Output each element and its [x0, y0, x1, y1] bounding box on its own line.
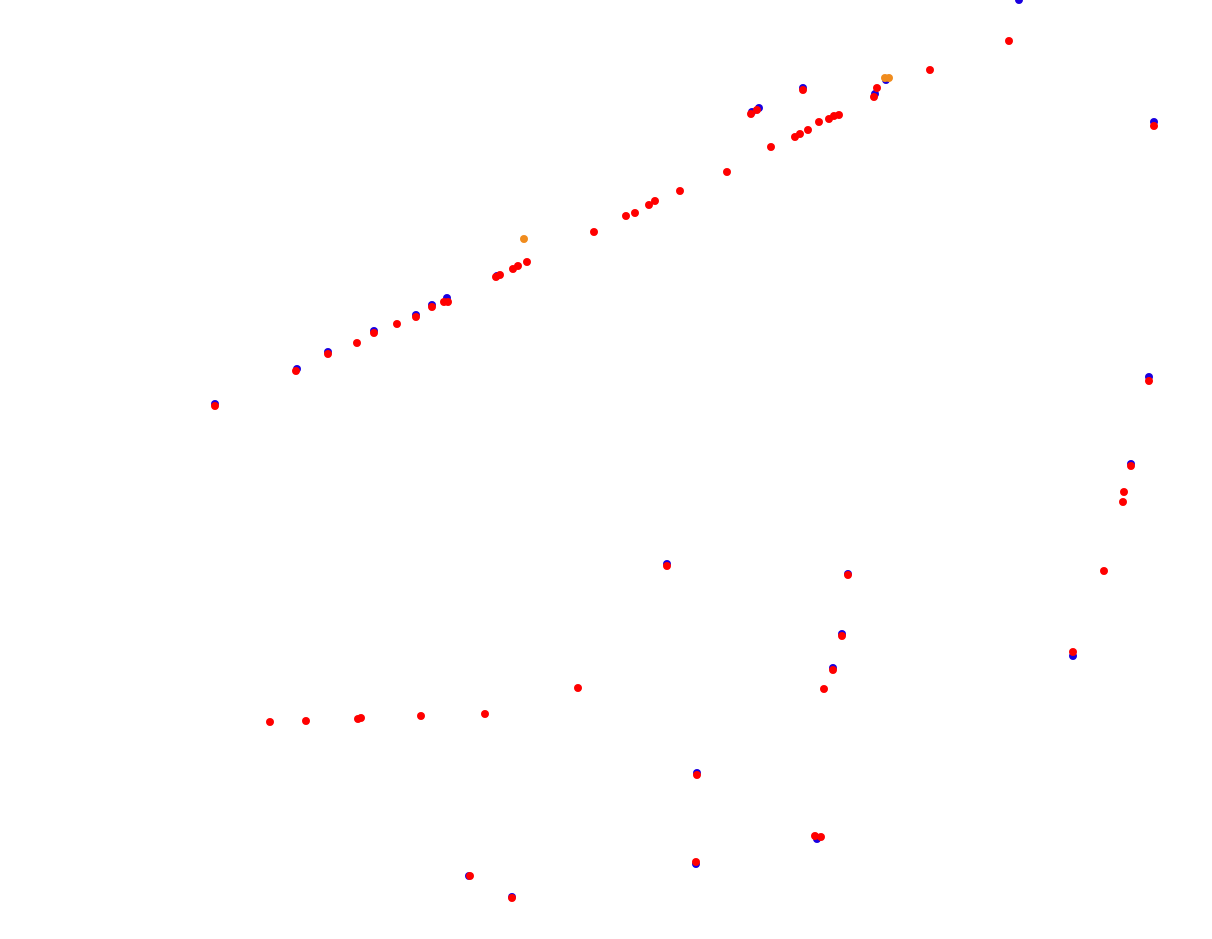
point [767, 143, 775, 151]
point [622, 212, 630, 220]
point [926, 66, 934, 74]
point [574, 684, 582, 692]
point [481, 710, 489, 718]
point [508, 894, 516, 902]
point [1145, 377, 1153, 385]
point [815, 118, 823, 126]
point [631, 209, 639, 217]
point [1015, 0, 1023, 4]
point [466, 872, 474, 880]
point [829, 666, 837, 674]
point [444, 298, 452, 306]
point [523, 258, 531, 266]
point [496, 271, 504, 279]
point [676, 187, 684, 195]
point [838, 632, 846, 640]
point [817, 833, 825, 841]
point [835, 111, 843, 119]
point [723, 168, 731, 176]
point [753, 106, 761, 114]
point [820, 685, 828, 693]
point [663, 562, 671, 570]
point [266, 718, 274, 726]
point [412, 313, 420, 321]
point [1150, 122, 1158, 130]
point [417, 712, 425, 720]
point [302, 717, 310, 725]
point [354, 715, 362, 723]
point [796, 130, 804, 138]
point [370, 329, 378, 337]
point [1069, 648, 1077, 656]
point [211, 402, 219, 410]
point [514, 262, 522, 270]
point [692, 858, 700, 866]
point [651, 197, 659, 205]
point [844, 571, 852, 579]
point [811, 832, 819, 840]
point [870, 93, 878, 101]
point [393, 320, 401, 328]
point [1127, 462, 1135, 470]
point [1119, 498, 1127, 506]
point [804, 126, 812, 134]
point [428, 303, 436, 311]
point [799, 86, 807, 94]
point [1005, 37, 1013, 45]
point [590, 228, 598, 236]
point [1120, 488, 1128, 496]
point [292, 367, 300, 375]
point [645, 201, 653, 209]
point [520, 235, 528, 243]
point [747, 110, 755, 118]
point [353, 339, 361, 347]
point [693, 771, 701, 779]
point [324, 350, 332, 358]
point [885, 74, 893, 82]
point [1100, 567, 1108, 575]
point [873, 84, 881, 92]
